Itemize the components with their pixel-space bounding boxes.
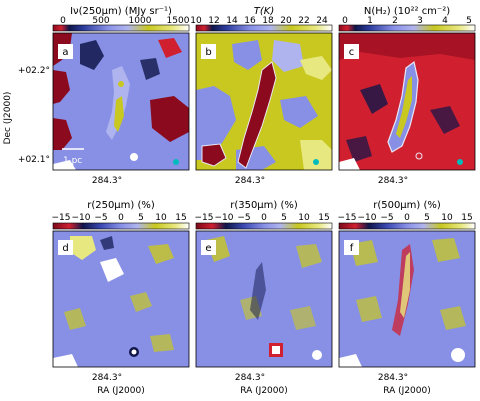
panel-b-cbar-tick: 12	[208, 16, 219, 26]
panel-c-cbar-tick: 3	[417, 16, 423, 26]
panel-c-xtick: 284.3°	[378, 176, 408, 186]
panel-e-cbar-tick: 0	[261, 213, 267, 223]
panel-b-xtick: 284.3°	[235, 176, 265, 186]
panel-f-cbar-tick: −5	[380, 213, 393, 223]
panel-f-label-box	[344, 240, 359, 255]
panel-b-cbar-tick: 10	[190, 16, 202, 26]
panel-f-colorbar	[338, 222, 476, 230]
panel-f-cbar-tick: 10	[441, 213, 453, 223]
panel-f-cbar-tick: 0	[404, 213, 410, 223]
panel-e-label-box	[201, 240, 216, 255]
panel-d-label: d	[62, 243, 68, 254]
panel-b-colorbar	[195, 24, 333, 32]
panel-e-colorbar	[195, 222, 333, 230]
panel-a-label-box	[58, 44, 73, 59]
panel-d-title: r(250μm) (%)	[87, 200, 155, 211]
panel-b-colorbar-ticks: 10 12 14 16 18 20 22 24	[190, 16, 328, 26]
panel-a-cbar-tick: 0	[60, 16, 66, 26]
panel-d-colorbar-ticks: −15 −10 −5 0 5 10 15	[52, 213, 187, 223]
scalebar-label: 1 pc	[63, 156, 82, 166]
panel-c-cbar-tick: 5	[466, 16, 472, 26]
panel-f-colorbar-ticks: −15 −10 −5 0 5 10 15	[338, 213, 473, 223]
panel-d-cbar-tick: −10	[72, 213, 91, 223]
panel-f-label: f	[350, 243, 354, 254]
panel-a-cbar-tick: 1500	[167, 16, 190, 26]
panel-f-map	[338, 230, 476, 368]
panel-d-cbar-tick: 0	[118, 213, 124, 223]
panel-c-colorbar-ticks: 0 1 2 3 4 5	[342, 16, 472, 26]
panel-a-colorbar-ticks: 0 500 1000 1500	[60, 16, 190, 26]
panel-d-cbar-tick: 10	[155, 213, 167, 223]
ytick-bottom: +02.1°	[18, 155, 50, 165]
panel-e-title: r(350μm) (%)	[230, 200, 298, 211]
panel-f-cbar-tick: 5	[424, 213, 430, 223]
panel-c-map	[338, 32, 476, 171]
panel-b-cbar-tick: 16	[244, 16, 256, 26]
panel-c-cbar-tick: 2	[392, 16, 398, 26]
panel-d-xtick: 284.3°	[92, 373, 122, 383]
panel-b-cbar-tick: 18	[262, 16, 274, 26]
panel-b-label-box	[201, 44, 216, 59]
panel-e-label: e	[205, 243, 211, 254]
panel-a-label: a	[62, 47, 68, 58]
panel-f-cbar-tick: 15	[461, 213, 472, 223]
panel-e-map	[195, 230, 333, 368]
panel-e-cbar-tick: −15	[195, 213, 214, 223]
panel-c-label-box	[344, 44, 359, 59]
panel-e-cbar-tick: −10	[215, 213, 234, 223]
panel-d-xlabel: RA (J2000)	[97, 386, 145, 396]
panel-d-cbar-tick: −5	[94, 213, 107, 223]
panel-c-cbar-tick: 0	[342, 16, 348, 26]
panel-d-cbar-tick: −15	[52, 213, 71, 223]
panel-e-cbar-tick: −5	[237, 213, 250, 223]
panel-b-cbar-tick: 22	[298, 16, 309, 26]
panel-d-cbar-tick: 15	[175, 213, 186, 223]
panel-e-cbar-tick: 15	[318, 213, 329, 223]
panel-f-xlabel: RA (J2000)	[383, 386, 431, 396]
panel-f-cbar-tick: −10	[358, 213, 377, 223]
panel-f-xtick: 284.3°	[378, 373, 408, 383]
ytick-top: +02.2°	[18, 66, 50, 76]
panel-d-colorbar	[52, 222, 190, 230]
panel-b-label: b	[205, 47, 211, 58]
panel-b-cbar-tick: 20	[280, 16, 292, 26]
panel-b-title: T(K)	[254, 6, 274, 17]
panel-b-cbar-tick: 24	[316, 16, 328, 26]
panel-a-title: Iν(250μm) (MJy sr⁻¹)	[70, 6, 172, 17]
panel-e-cbar-tick: 10	[298, 213, 310, 223]
panel-e-colorbar-ticks: −15 −10 −5 0 5 10 15	[195, 213, 330, 223]
panel-e-xlabel: RA (J2000)	[240, 386, 288, 396]
panel-f-cbar-tick: −15	[338, 213, 357, 223]
panel-d-cbar-tick: 5	[138, 213, 144, 223]
panel-c-title: N(H₂) (10²² cm⁻²)	[364, 6, 450, 17]
panel-c-cbar-tick: 4	[442, 16, 448, 26]
panel-b-map	[195, 32, 333, 171]
panel-a-xtick: 284.3°	[92, 176, 122, 186]
panel-a-map	[52, 32, 190, 171]
panel-d-map	[52, 230, 190, 368]
y-axis-label: Dec (J2000)	[3, 92, 13, 145]
panel-e-xtick: 284.3°	[235, 373, 265, 383]
panel-f-title: r(500μm) (%)	[373, 200, 441, 211]
panel-a-cbar-tick: 500	[92, 16, 109, 26]
panel-a-colorbar	[52, 24, 190, 32]
panel-a-cbar-tick: 1000	[129, 16, 152, 26]
panel-c-colorbar	[338, 24, 476, 32]
panel-c-cbar-tick: 1	[367, 16, 373, 26]
panel-d-label-box	[58, 240, 73, 255]
panel-b-cbar-tick: 14	[226, 16, 238, 26]
panel-e-cbar-tick: 5	[281, 213, 287, 223]
panel-c-label: c	[349, 47, 355, 58]
